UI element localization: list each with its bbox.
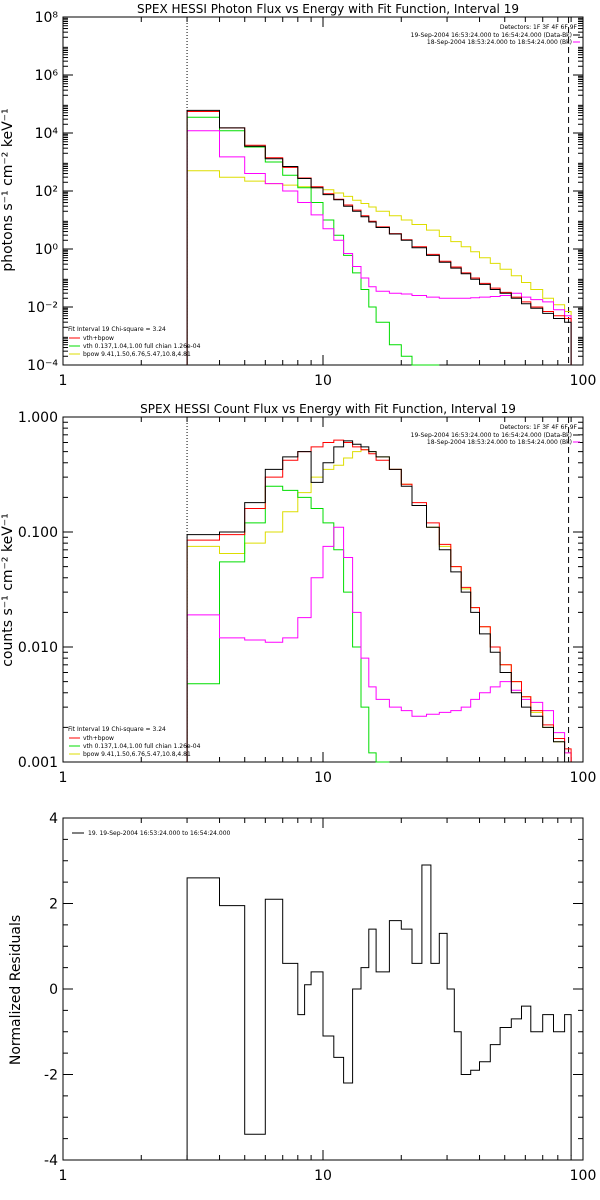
series-vth <box>186 485 390 763</box>
count-flux-panel: SPEX HESSI Count Flux vs Energy with Fit… <box>0 402 596 786</box>
series-data <box>186 864 572 1160</box>
x-tick-label: 100 <box>570 373 597 389</box>
photon-flux-series <box>186 109 572 366</box>
y-tick-label: 10⁴ <box>35 126 59 142</box>
y-tick-label: 0.001 <box>18 755 58 771</box>
legend-entry-bpow: bpow 9.41,1.50,6.76,5.47,10.8,4.81 <box>83 351 191 358</box>
y-tick-label: -2 <box>44 1068 58 1084</box>
count-flux-series <box>186 439 583 763</box>
y-tick-label: 1.000 <box>18 410 58 426</box>
legend-entry-vth: vth 0.137,1.04,1.00 full chian 1.26e-04 <box>83 343 201 350</box>
count-flux-vertical-markers <box>186 417 570 762</box>
x-tick-label: 10 <box>314 373 332 389</box>
series-bkg <box>186 526 583 763</box>
detectors-label: Detectors: 1F 3F 4F 6F 9F <box>500 24 578 31</box>
background-time-range-label: 18-Sep-2004 18:53:24.000 to 18:54:24.000… <box>427 439 572 446</box>
y-tick-label: 0.100 <box>18 525 58 541</box>
fit-interval-label: Fit Interval 19 Chi-square = 3.24 <box>68 726 166 733</box>
count-flux-ticks: 1 10 100 0.001 0.010 0.100 1.000 <box>18 410 596 786</box>
y-tick-label: 10² <box>35 184 58 200</box>
residuals-series <box>186 864 572 1160</box>
y-tick-label: 0 <box>49 982 58 998</box>
y-tick-label: 10⁰ <box>35 242 59 258</box>
x-tick-label: 1 <box>59 1168 68 1184</box>
series-bkg <box>186 130 572 365</box>
legend-entry-vth: vth 0.137,1.04,1.00 full chian 1.26e-04 <box>83 743 201 750</box>
x-tick-label: 1 <box>59 770 68 786</box>
data-time-range-label: 19-Sep-2004 16:53:24.000 to 16:54:24.000… <box>411 32 572 39</box>
residuals-panel: Normalized Residuals 1 10 100 -4 -2 0 2 4 19. 1… <box>8 811 596 1184</box>
series-vth <box>186 116 440 366</box>
photon-flux-ticks: 1 10 100 10⁻⁴ 10⁻² 10⁰ 10² 10⁴ 10⁶ 10⁸ <box>27 10 596 389</box>
residuals-y-axis-label: Normalized Residuals <box>8 915 24 1065</box>
x-tick-label: 100 <box>570 770 597 786</box>
y-tick-label: 10⁻⁴ <box>27 358 58 374</box>
photon-flux-legend: Fit Interval 19 Chi-square = 3.24 vth+bp… <box>68 326 201 358</box>
y-tick-label: -4 <box>44 1153 58 1169</box>
background-time-range-label: 18-Sep-2004 18:53:24.000 to 18:54:24.000… <box>427 39 572 46</box>
legend-entry-bpow: bpow 9.41,1.50,6.76,5.47,10.8,4.81 <box>83 751 191 758</box>
photon-flux-y-axis-label: photons s⁻¹ cm⁻² keV⁻¹ <box>0 108 16 271</box>
photon-flux-title: SPEX HESSI Photon Flux vs Energy with Fi… <box>137 2 519 16</box>
count-flux-header: Detectors: 1F 3F 4F 6F 9F 19-Sep-2004 16… <box>411 424 580 446</box>
photon-flux-header: Detectors: 1F 3F 4F 6F 9F 19-Sep-2004 16… <box>411 24 580 46</box>
residuals-legend: 19. 19-Sep-2004 16:53:24.000 to 16:54:24… <box>72 830 231 837</box>
series-data <box>186 109 572 365</box>
photon-flux-panel: SPEX HESSI Photon Flux vs Energy with Fi… <box>0 2 596 389</box>
count-flux-y-axis-label: counts s⁻¹ cm⁻² keV⁻¹ <box>0 513 16 667</box>
residuals-ticks: 1 10 100 -4 -2 0 2 4 <box>44 811 596 1184</box>
x-tick-label: 10 <box>314 1168 332 1184</box>
x-tick-label: 100 <box>570 1168 597 1184</box>
y-tick-label: 10⁶ <box>35 68 59 84</box>
y-tick-label: 2 <box>49 897 58 913</box>
legend-entry-interval: 19. 19-Sep-2004 16:53:24.000 to 16:54:24… <box>88 830 231 837</box>
detectors-label: Detectors: 1F 3F 4F 6F 9F <box>500 424 578 431</box>
data-time-range-label: 19-Sep-2004 16:53:24.000 to 16:54:24.000… <box>411 432 572 439</box>
count-flux-title: SPEX HESSI Count Flux vs Energy with Fit… <box>140 402 516 416</box>
x-tick-label: 1 <box>59 373 68 389</box>
fit-interval-label: Fit Interval 19 Chi-square = 3.24 <box>68 326 166 333</box>
series-data <box>186 440 583 763</box>
y-tick-label: 10⁻² <box>27 300 58 316</box>
y-tick-label: 4 <box>49 811 58 827</box>
x-tick-label: 10 <box>314 770 332 786</box>
y-tick-label: 0.010 <box>18 640 58 656</box>
legend-entry-total: vth+bpow <box>83 735 114 742</box>
legend-entry-total: vth+bpow <box>83 335 114 342</box>
y-tick-label: 10⁸ <box>35 10 59 26</box>
count-flux-legend: Fit Interval 19 Chi-square = 3.24 vth+bp… <box>68 726 201 758</box>
